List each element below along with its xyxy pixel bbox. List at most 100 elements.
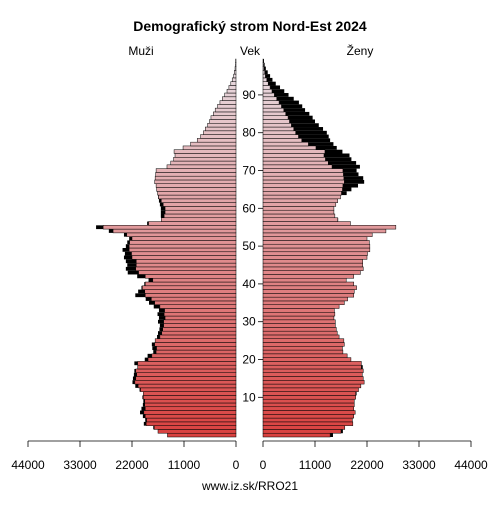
- female-bar: [263, 206, 334, 210]
- female-excess-bar: [343, 169, 357, 173]
- female-bar: [263, 411, 355, 415]
- male-bar: [146, 422, 236, 426]
- female-bar: [263, 157, 325, 161]
- female-bar: [263, 101, 279, 105]
- female-excess-bar: [343, 172, 358, 176]
- male-bar: [136, 369, 236, 373]
- female-bar: [263, 244, 370, 248]
- female-bar: [263, 320, 335, 324]
- male-excess-bar: [157, 335, 160, 339]
- male-excess-bar: [149, 301, 155, 305]
- female-bars: [263, 59, 396, 437]
- male-bar: [138, 365, 236, 369]
- male-bar: [232, 78, 236, 82]
- male-bar: [210, 119, 236, 123]
- male-excess-bar: [140, 411, 144, 415]
- male-bar: [136, 267, 236, 271]
- female-bar: [263, 429, 341, 433]
- male-bar: [163, 327, 236, 331]
- female-bar: [263, 327, 336, 331]
- male-bar: [156, 172, 236, 176]
- female-excess-bar: [308, 142, 333, 146]
- male-bar: [145, 274, 236, 278]
- age-tick-label: 30: [242, 315, 256, 329]
- female-bar: [263, 97, 277, 101]
- female-bar: [263, 290, 354, 294]
- male-excess-bar: [158, 312, 165, 316]
- female-bar: [263, 252, 367, 256]
- male-excess-bar: [161, 206, 165, 210]
- female-bar: [263, 267, 363, 271]
- female-bar: [263, 93, 274, 97]
- male-bar: [103, 225, 236, 229]
- male-excess-bar: [126, 267, 136, 271]
- male-x-axis-tick-label: 33000: [63, 458, 97, 472]
- female-excess-bar: [298, 135, 328, 139]
- female-bar: [263, 346, 342, 350]
- male-bar: [130, 240, 236, 244]
- female-excess-bar: [288, 116, 313, 120]
- female-excess-bar: [265, 70, 268, 74]
- female-excess-bar: [296, 131, 327, 135]
- female-bar: [263, 308, 334, 312]
- male-bar: [155, 301, 236, 305]
- male-excess-bar: [161, 210, 165, 214]
- female-excess-bar: [342, 188, 351, 192]
- female-excess-bar: [344, 180, 364, 184]
- female-bar: [263, 426, 345, 430]
- male-bar: [164, 324, 236, 328]
- female-bar: [263, 271, 360, 275]
- male-excess-bar: [158, 320, 164, 324]
- female-bar: [263, 422, 353, 426]
- female-bar: [263, 274, 354, 278]
- right-side-label: Ženy: [347, 43, 374, 58]
- female-bar: [263, 63, 264, 67]
- male-bar: [135, 380, 236, 384]
- female-bar: [263, 316, 334, 320]
- male-bar: [155, 339, 236, 343]
- male-bar: [160, 305, 236, 309]
- male-excess-bar: [135, 384, 138, 388]
- female-bar: [263, 203, 336, 207]
- female-x-axis-tick-label: 11000: [299, 458, 332, 472]
- female-excess-bar: [277, 97, 294, 101]
- male-excess-bar: [138, 290, 145, 294]
- male-excess-bar: [152, 346, 156, 350]
- male-excess-bar: [126, 244, 129, 248]
- male-bar: [132, 237, 236, 241]
- male-bar: [155, 343, 236, 347]
- male-bar: [138, 361, 236, 365]
- male-bar: [201, 135, 236, 139]
- female-excess-bar: [268, 82, 276, 86]
- female-excess-bar: [325, 157, 351, 161]
- female-bar: [263, 229, 386, 233]
- age-tick-label: 50: [242, 239, 256, 253]
- male-excess-bar: [129, 237, 132, 241]
- female-bar: [263, 237, 367, 241]
- female-excess-bar: [267, 78, 273, 82]
- male-bar: [234, 70, 236, 74]
- female-excess-bar: [274, 93, 288, 97]
- male-excess-bar: [154, 305, 160, 309]
- chart-title: Demografický strom Nord-Est 2024: [133, 18, 367, 34]
- male-bar: [171, 161, 236, 165]
- male-bar: [145, 399, 236, 403]
- female-bar: [263, 154, 324, 158]
- male-bar: [156, 184, 236, 188]
- female-excess-bar: [279, 101, 299, 105]
- female-bar: [263, 331, 337, 335]
- female-excess-bar: [343, 184, 358, 188]
- female-bar: [263, 214, 335, 218]
- female-bar: [263, 74, 265, 78]
- female-excess-bar: [344, 176, 363, 180]
- male-bar: [141, 388, 236, 392]
- male-bar: [161, 199, 236, 203]
- male-excess-bar: [127, 263, 136, 267]
- female-bar: [263, 225, 396, 229]
- male-bar: [158, 195, 236, 199]
- female-excess-bar: [286, 112, 310, 116]
- male-bar: [145, 282, 236, 286]
- female-bar: [263, 169, 343, 173]
- male-bar: [183, 146, 236, 150]
